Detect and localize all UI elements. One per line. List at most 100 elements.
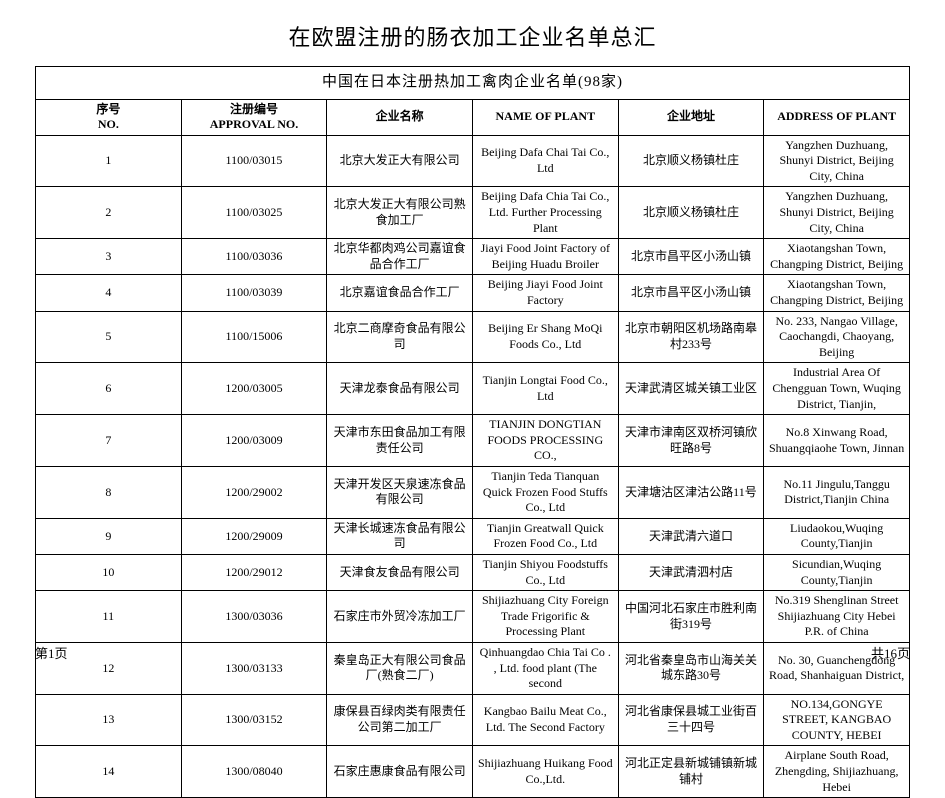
footer-right: 共16页	[871, 643, 910, 662]
table-cell: Kangbao Bailu Meat Co., Ltd. The Second …	[472, 694, 618, 746]
table-cell: 4	[36, 275, 182, 311]
col-header-addr-cn: 企业地址	[618, 99, 764, 135]
table-cell: 北京二商摩奇食品有限公司	[327, 311, 473, 363]
table-cell: 天津市津南区双桥河镇欣旺路8号	[618, 415, 764, 467]
table-row: 71200/03009天津市东田食品加工有限责任公司TIANJIN DONGTI…	[36, 415, 910, 467]
footer-left: 第1页	[35, 643, 68, 662]
table-row: 111300/03036石家庄市外贸冷冻加工厂Shijiazhuang City…	[36, 591, 910, 643]
table-cell: No.319 Shenglinan Street Shijiazhuang Ci…	[764, 591, 910, 643]
table-row: 51100/15006北京二商摩奇食品有限公司Beijing Er Shang …	[36, 311, 910, 363]
table-cell: 天津武清六道口	[618, 518, 764, 554]
table-cell: 7	[36, 415, 182, 467]
table-cell: 北京大发正大有限公司熟食加工厂	[327, 187, 473, 239]
table-cell: 9	[36, 518, 182, 554]
table-row: 91200/29009天津长城速冻食品有限公司Tianjin Greatwall…	[36, 518, 910, 554]
table-cell: 河北省康保县城工业街百三十四号	[618, 694, 764, 746]
table-cell: 1200/29009	[181, 518, 327, 554]
page-footer: 第1页 共16页	[35, 643, 910, 662]
table-cell: Yangzhen Duzhuang, Shunyi District, Beij…	[764, 187, 910, 239]
table-cell: 石家庄市外贸冷冻加工厂	[327, 591, 473, 643]
table-cell: Yangzhen Duzhuang, Shunyi District, Beij…	[764, 135, 910, 187]
table-cell: 1300/03152	[181, 694, 327, 746]
table-cell: Xiaotangshan Town, Changping District, B…	[764, 275, 910, 311]
table-row: 141300/08040石家庄惠康食品有限公司Shijiazhuang Huik…	[36, 746, 910, 798]
table-cell: Beijing Dafa Chai Tai Co., Ltd	[472, 135, 618, 187]
table-cell: Jiayi Food Joint Factory of Beijing Huad…	[472, 239, 618, 275]
table-cell: 1200/29012	[181, 554, 327, 590]
table-caption: 中国在日本注册热加工禽肉企业名单(98家)	[36, 67, 910, 100]
table-cell: 石家庄惠康食品有限公司	[327, 746, 473, 798]
page-title: 在欧盟注册的肠衣加工企业名单总汇	[35, 20, 910, 52]
table-cell: Beijing Jiayi Food Joint Factory	[472, 275, 618, 311]
table-cell: 1100/03025	[181, 187, 327, 239]
table-cell: 河北正定县新城铺镇新城铺村	[618, 746, 764, 798]
table-cell: 天津开发区天泉速冻食品有限公司	[327, 466, 473, 518]
table-cell: 14	[36, 746, 182, 798]
table-cell: 1300/03036	[181, 591, 327, 643]
table-cell: Industrial Area Of Chengguan Town, Wuqin…	[764, 363, 910, 415]
table-cell: Xiaotangshan Town, Changping District, B…	[764, 239, 910, 275]
col-header-approval: 注册编号 APPROVAL NO.	[181, 99, 327, 135]
table-cell: 北京市朝阳区机场路南皋村233号	[618, 311, 764, 363]
table-cell: Tianjin Shiyou Foodstuffs Co., Ltd	[472, 554, 618, 590]
table-cell: 11	[36, 591, 182, 643]
table-cell: Airplane South Road, Zhengding, Shijiazh…	[764, 746, 910, 798]
table-cell: 北京市昌平区小汤山镇	[618, 275, 764, 311]
table-row: 11100/03015北京大发正大有限公司Beijing Dafa Chai T…	[36, 135, 910, 187]
table-cell: 天津市东田食品加工有限责任公司	[327, 415, 473, 467]
table-cell: 13	[36, 694, 182, 746]
table-cell: 天津龙泰食品有限公司	[327, 363, 473, 415]
table-cell: NO.134,GONGYE STREET, KANGBAO COUNTY, HE…	[764, 694, 910, 746]
table-cell: 8	[36, 466, 182, 518]
table-row: 81200/29002天津开发区天泉速冻食品有限公司Tianjin Teda T…	[36, 466, 910, 518]
table-cell: 北京顺义杨镇杜庄	[618, 187, 764, 239]
table-cell: No.8 Xinwang Road, Shuangqiaohe Town, Ji…	[764, 415, 910, 467]
table-cell: Tianjin Longtai Food Co., Ltd	[472, 363, 618, 415]
table-cell: No.11 Jingulu,Tanggu District,Tianjin Ch…	[764, 466, 910, 518]
table-cell: 北京大发正大有限公司	[327, 135, 473, 187]
col-header-name-en: NAME OF PLANT	[472, 99, 618, 135]
table-cell: 1300/08040	[181, 746, 327, 798]
table-cell: 1200/29002	[181, 466, 327, 518]
table-cell: Sicundian,Wuqing County,Tianjin	[764, 554, 910, 590]
table-cell: 天津武清区城关镇工业区	[618, 363, 764, 415]
table-cell: 2	[36, 187, 182, 239]
table-cell: Shijiazhuang Huikang Food Co.,Ltd.	[472, 746, 618, 798]
table-row: 131300/03152康保县百绿肉类有限责任公司第二加工厂Kangbao Ba…	[36, 694, 910, 746]
table-cell: 1	[36, 135, 182, 187]
col-header-no: 序号 NO.	[36, 99, 182, 135]
table-cell: Tianjin Teda Tianquan Quick Frozen Food …	[472, 466, 618, 518]
table-cell: 6	[36, 363, 182, 415]
table-cell: 1100/15006	[181, 311, 327, 363]
table-cell: 3	[36, 239, 182, 275]
col-header-name-cn: 企业名称	[327, 99, 473, 135]
table-cell: 10	[36, 554, 182, 590]
table-cell: 1100/03036	[181, 239, 327, 275]
table-cell: 5	[36, 311, 182, 363]
table-cell: 北京嘉谊食品合作工厂	[327, 275, 473, 311]
table-cell: 1200/03005	[181, 363, 327, 415]
table-cell: Beijing Dafa Chia Tai Co., Ltd. Further …	[472, 187, 618, 239]
table-cell: 康保县百绿肉类有限责任公司第二加工厂	[327, 694, 473, 746]
table-cell: 天津武清泗村店	[618, 554, 764, 590]
table-row: 61200/03005天津龙泰食品有限公司Tianjin Longtai Foo…	[36, 363, 910, 415]
table-row: 31100/03036北京华都肉鸡公司嘉谊食品合作工厂Jiayi Food Jo…	[36, 239, 910, 275]
table-header-row: 序号 NO. 注册编号 APPROVAL NO. 企业名称 NAME OF PL…	[36, 99, 910, 135]
table-cell: 北京华都肉鸡公司嘉谊食品合作工厂	[327, 239, 473, 275]
plant-registry-table: 中国在日本注册热加工禽肉企业名单(98家) 序号 NO. 注册编号 APPROV…	[35, 66, 910, 798]
table-cell: Liudaokou,Wuqing County,Tianjin	[764, 518, 910, 554]
table-row: 21100/03025北京大发正大有限公司熟食加工厂Beijing Dafa C…	[36, 187, 910, 239]
table-cell: TIANJIN DONGTIAN FOODS PROCESSING CO.,	[472, 415, 618, 467]
table-cell: 1100/03015	[181, 135, 327, 187]
table-row: 41100/03039北京嘉谊食品合作工厂Beijing Jiayi Food …	[36, 275, 910, 311]
table-cell: 天津长城速冻食品有限公司	[327, 518, 473, 554]
table-cell: 天津食友食品有限公司	[327, 554, 473, 590]
table-row: 101200/29012天津食友食品有限公司Tianjin Shiyou Foo…	[36, 554, 910, 590]
table-cell: 1100/03039	[181, 275, 327, 311]
table-cell: 天津塘沽区津沽公路11号	[618, 466, 764, 518]
table-cell: Shijiazhuang City Foreign Trade Frigorif…	[472, 591, 618, 643]
table-cell: Beijing Er Shang MoQi Foods Co., Ltd	[472, 311, 618, 363]
table-cell: No. 233, Nangao Village, Caochangdi, Cha…	[764, 311, 910, 363]
col-header-addr-en: ADDRESS OF PLANT	[764, 99, 910, 135]
table-cell: 中国河北石家庄市胜利南街319号	[618, 591, 764, 643]
